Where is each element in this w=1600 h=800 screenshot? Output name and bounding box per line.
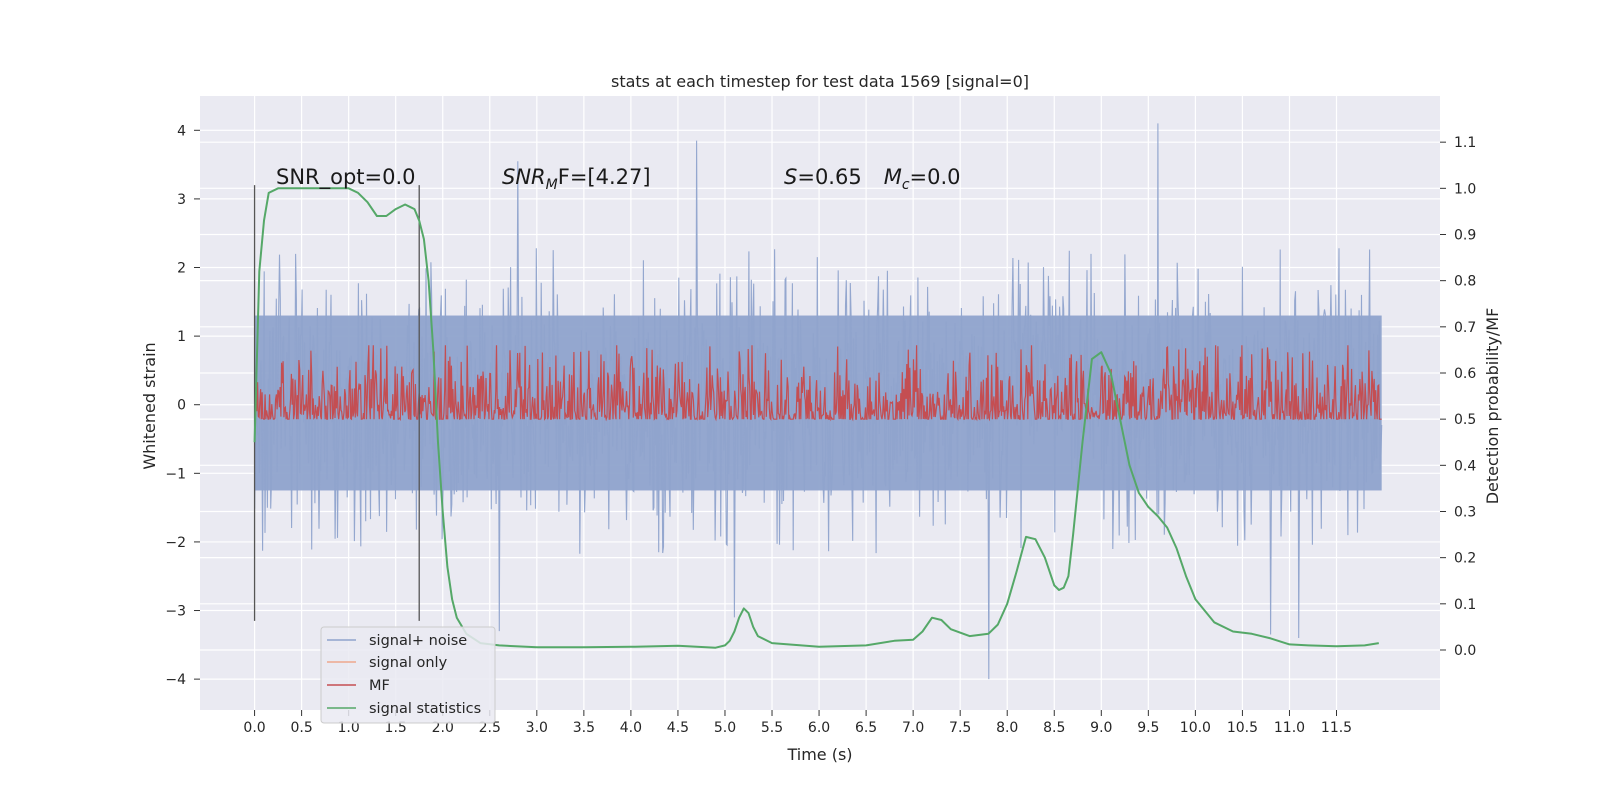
annotation-mc-subscript: c bbox=[902, 177, 910, 193]
x-tick-label-11: 5.5 bbox=[761, 720, 783, 736]
legend-frame bbox=[320, 626, 496, 724]
x-tick-label-23: 11.5 bbox=[1321, 720, 1352, 736]
x-tick-label-17: 8.5 bbox=[1043, 720, 1065, 736]
series-signal-statistics bbox=[253, 187, 1379, 649]
mf-line bbox=[254, 345, 1382, 422]
y-left-tick-label-7: −3 bbox=[165, 604, 186, 620]
vertical-markers bbox=[253, 185, 420, 621]
x-tick-label-18: 9.0 bbox=[1090, 720, 1112, 736]
annotation-snr-mf-sub: M bbox=[546, 177, 558, 193]
x-tick-label-19: 9.5 bbox=[1137, 720, 1159, 736]
annotation-mc-symbol: M bbox=[884, 165, 902, 189]
x-tick-label-7: 3.5 bbox=[573, 720, 595, 736]
legend-label-signal-only: signal only bbox=[369, 655, 448, 671]
annotation-snr-mf: SNRMF=[4.27] bbox=[502, 165, 651, 193]
y-left-tick-label-6: −2 bbox=[165, 535, 186, 551]
x-tick-label-22: 11.0 bbox=[1274, 720, 1305, 736]
y-left-tick-label-5: −1 bbox=[165, 466, 186, 482]
annotation-s: S=0.65 Mc=0.0 bbox=[784, 165, 961, 193]
x-tick-label-6: 3.0 bbox=[526, 720, 548, 736]
signal-statistics-line bbox=[253, 187, 1379, 649]
series-mf bbox=[254, 345, 1382, 422]
y-right-tick-label-11: 0.0 bbox=[1454, 643, 1476, 659]
y-right-tick-label-5: 0.6 bbox=[1454, 366, 1476, 382]
x-tick-label-5: 2.5 bbox=[479, 720, 501, 736]
y-axis-left-label: Whitened strain bbox=[140, 342, 159, 469]
annotation-mc-value: =0.0 bbox=[910, 165, 961, 189]
legend-label-signal-noise: signal+ noise bbox=[369, 633, 467, 649]
x-tick-label-0: 0.0 bbox=[243, 720, 265, 736]
y-left-tick-label-2: 2 bbox=[177, 261, 186, 277]
y-right-tick-label-3: 0.8 bbox=[1454, 274, 1476, 290]
y-axis-right-ticks: 1.1 1.0 0.9 0.8 0.7 0.6 0.5 0.4 0.3 0.2 0.1 0.0 bbox=[1440, 135, 1476, 659]
x-tick-label-20: 10.0 bbox=[1180, 720, 1211, 736]
x-tick-label-8: 4.0 bbox=[620, 720, 642, 736]
x-tick-label-21: 10.5 bbox=[1227, 720, 1258, 736]
annotation-s-value: =0.65 bbox=[797, 165, 861, 189]
x-tick-label-16: 8.0 bbox=[996, 720, 1018, 736]
x-axis-ticks: 0.0 0.5 1.0 1.5 2.0 2.5 3.0 3.5 4.0 4.5 5.0 5.5 6.0 6… bbox=[243, 710, 1352, 736]
x-tick-label-15: 7.5 bbox=[949, 720, 971, 736]
annotation-snr-opt: SNR_opt=0.0 bbox=[276, 165, 416, 190]
legend-label-mf: MF bbox=[369, 678, 390, 694]
x-tick-label-14: 7.0 bbox=[902, 720, 924, 736]
y-right-tick-label-4: 0.7 bbox=[1454, 320, 1476, 336]
y-right-tick-label-2: 0.9 bbox=[1454, 227, 1476, 243]
x-tick-label-12: 6.0 bbox=[808, 720, 830, 736]
x-tick-label-3: 1.5 bbox=[385, 720, 407, 736]
x-tick-label-10: 5.0 bbox=[714, 720, 736, 736]
annotation-s-symbol: S bbox=[784, 165, 797, 189]
legend-label-signal-statistics: signal statistics bbox=[369, 701, 481, 717]
y-right-tick-label-9: 0.2 bbox=[1454, 551, 1476, 567]
y-left-tick-label-0: 4 bbox=[177, 123, 186, 139]
x-tick-label-9: 4.5 bbox=[667, 720, 689, 736]
x-tick-label-13: 6.5 bbox=[855, 720, 877, 736]
y-right-tick-label-10: 0.1 bbox=[1454, 597, 1476, 613]
x-tick-label-2: 1.0 bbox=[338, 720, 360, 736]
legend: signal+ noise signal only MF signal stat… bbox=[320, 626, 496, 724]
annotation-snr-mf-tail: F=[4.27] bbox=[558, 165, 651, 189]
x-tick-label-4: 2.0 bbox=[432, 720, 454, 736]
y-right-tick-label-1: 1.0 bbox=[1454, 181, 1476, 197]
y-left-tick-label-4: 0 bbox=[177, 398, 186, 414]
x-axis-label: Time (s) bbox=[786, 745, 852, 764]
chart-title: stats at each timestep for test data 156… bbox=[611, 72, 1029, 91]
y-right-tick-label-7: 0.4 bbox=[1454, 458, 1476, 474]
noise-line bbox=[254, 123, 1383, 680]
x-tick-label-1: 0.5 bbox=[290, 720, 312, 736]
y-axis-right-label: Detection probability/MF bbox=[1483, 308, 1502, 505]
y-right-tick-label-6: 0.5 bbox=[1454, 412, 1476, 428]
y-left-tick-label-8: −4 bbox=[165, 672, 186, 688]
y-right-tick-label-8: 0.3 bbox=[1454, 504, 1476, 520]
y-right-tick-label-0: 1.1 bbox=[1454, 135, 1476, 151]
y-left-tick-label-3: 1 bbox=[177, 329, 186, 345]
y-left-tick-label-1: 3 bbox=[177, 192, 186, 208]
annotation-snr-mf-base: SNR bbox=[502, 165, 546, 189]
y-axis-left-ticks: 4 3 2 1 0 −1 −2 −3 −4 bbox=[165, 123, 200, 688]
